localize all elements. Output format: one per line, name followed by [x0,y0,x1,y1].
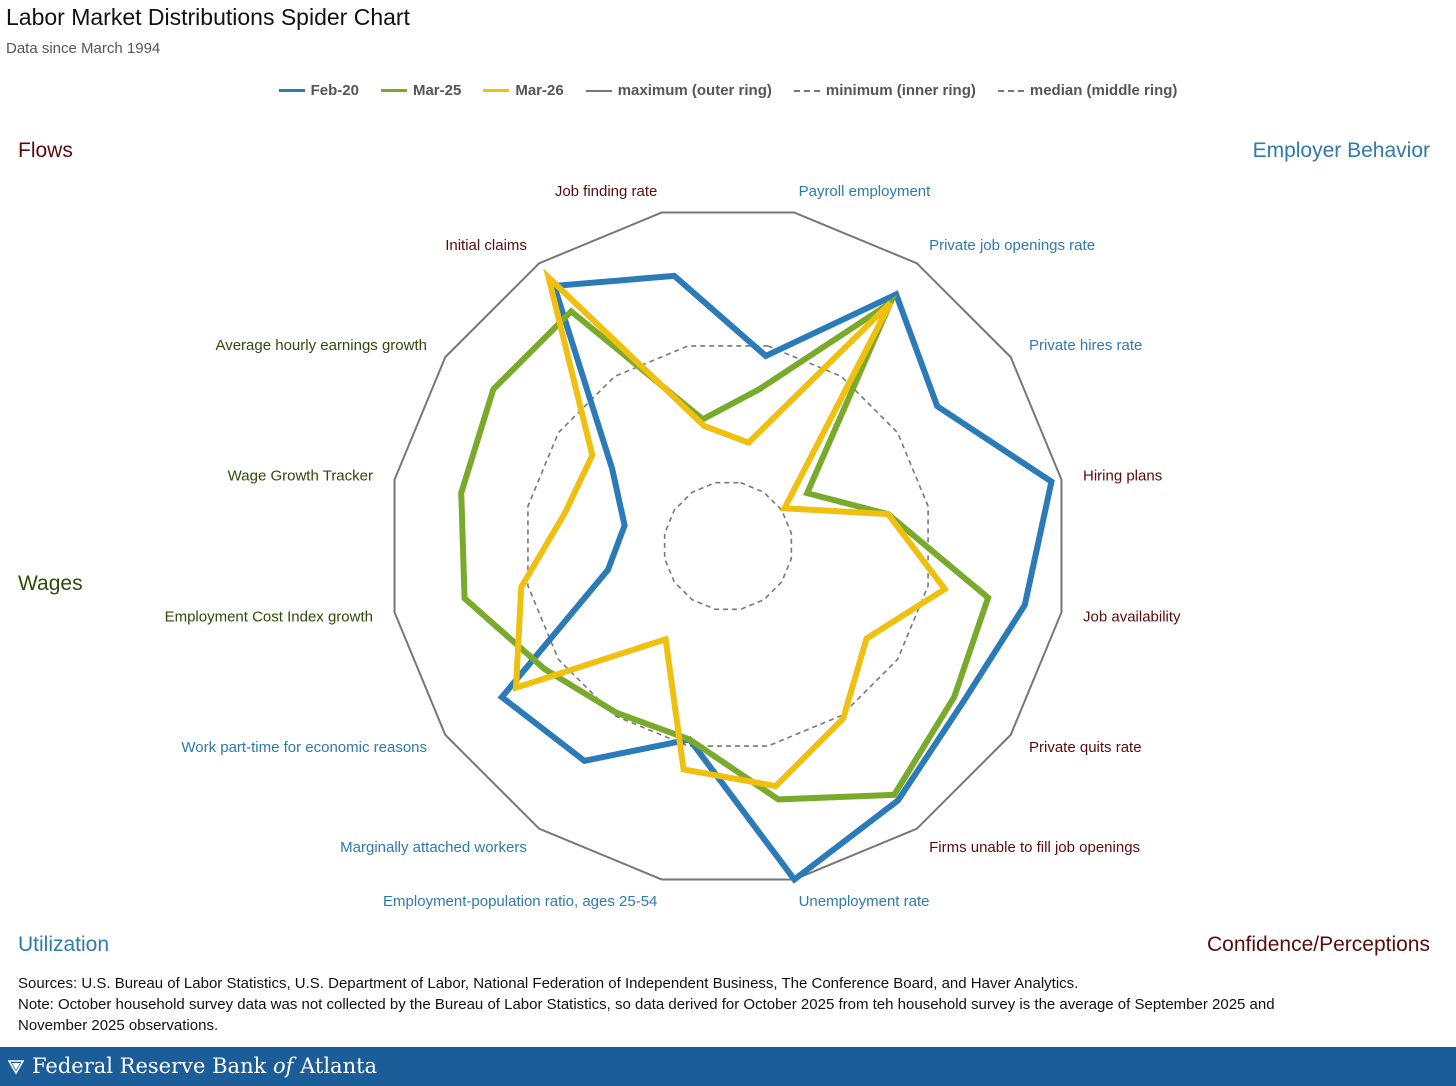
axis-label-private-hires-rate: Private hires rate [1029,337,1142,354]
axis-label-initial-claims: Initial claims [445,237,527,254]
quadrant-label-utilization: Utilization [18,933,109,956]
legend-swatch-mar26 [483,89,510,92]
legend-swatch-mar25 [380,89,407,92]
legend-item-mar25: Mar-25 [380,82,462,99]
brand-suffix: Atlanta [293,1054,378,1078]
axis-label-job-availability: Job availability [1083,609,1181,626]
axis-label-work-part-time-for-economic-reasons: Work part-time for economic reasons [181,739,427,756]
legend-label-maximum: maximum (outer ring) [617,82,772,99]
axis-labels-layer: Payroll employment Private job openings r… [165,183,1181,910]
legend: Feb-20 Mar-25 Mar-26 maximum (outer ring… [0,82,1456,99]
legend-label-mar25: Mar-25 [412,82,462,99]
brand-of: of [273,1054,294,1078]
axis-label-job-finding-rate: Job finding rate [555,183,658,200]
legend-label-mar26: Mar-26 [515,82,564,99]
rings-layer [393,211,1063,881]
legend-item-mar26: Mar-26 [483,82,564,99]
legend-item-minimum: minimum (inner ring) [793,82,976,99]
axis-label-firms-unable-to-fill-job-openings: Firms unable to fill job openings [929,839,1140,856]
axis-label-employment-population-ratio-ages-25-54: Employment-population ratio, ages 25-54 [383,893,657,910]
legend-swatch-maximum [585,89,612,92]
legend-swatch-median [997,89,1024,92]
eagle-logo-icon [8,1060,24,1074]
footer-notes: Sources: U.S. Bureau of Labor Statistics… [18,973,1338,1036]
axis-label-payroll-employment: Payroll employment [799,183,932,200]
max-ring [393,211,1063,881]
legend-label-median: median (middle ring) [1029,82,1178,99]
chart-title: Labor Market Distributions Spider Chart [6,4,410,30]
legend-swatch-feb20 [278,89,305,92]
axis-label-private-quits-rate: Private quits rate [1029,739,1142,756]
chart-subtitle: Data since March 1994 [6,40,161,57]
axis-label-wage-growth-tracker: Wage Growth Tracker [228,467,373,484]
legend-label-feb20: Feb-20 [310,82,359,99]
quadrant-label-flows: Flows [18,139,73,162]
axis-label-employment-cost-index-growth: Employment Cost Index growth [165,609,373,626]
brand-text: Federal Reserve Bank of Atlanta [32,1054,377,1078]
axis-label-marginally-attached-workers: Marginally attached workers [340,839,527,856]
legend-item-median: median (middle ring) [997,82,1178,99]
axis-label-average-hourly-earnings-growth: Average hourly earnings growth [215,337,427,354]
quadrant-label-employer-behavior: Employer Behavior [1253,139,1430,162]
brand-wordmark: Federal Reserve Bank of Atlanta [8,1054,377,1078]
spider-chart: Payroll employment Private job openings r… [18,139,1430,956]
note-text: Note: October household survey data was … [18,996,1275,1034]
legend-label-minimum: minimum (inner ring) [825,82,976,99]
series-line-mar-25 [458,294,992,803]
sources-text: Sources: U.S. Bureau of Labor Statistics… [18,975,1079,992]
brand-prefix: Federal Reserve Bank [32,1054,273,1078]
min-ring [663,481,793,611]
series-line-mar-26 [512,268,950,790]
legend-swatch-minimum [793,89,820,92]
quadrant-labels-layer: Flows Employer Behavior Wages Utilizatio… [18,139,1430,956]
quadrant-label-confidence-perceptions: Confidence/Perceptions [1207,933,1430,956]
legend-item-feb20: Feb-20 [278,82,359,99]
series-layer [458,268,1055,884]
legend-item-maximum: maximum (outer ring) [585,82,772,99]
axis-label-private-job-openings-rate: Private job openings rate [929,237,1095,254]
quadrant-label-wages: Wages [18,572,83,595]
axis-label-unemployment-rate: Unemployment rate [799,893,930,910]
axis-label-hiring-plans: Hiring plans [1083,467,1162,484]
brand-bar: Federal Reserve Bank of Atlanta [0,1047,1456,1086]
